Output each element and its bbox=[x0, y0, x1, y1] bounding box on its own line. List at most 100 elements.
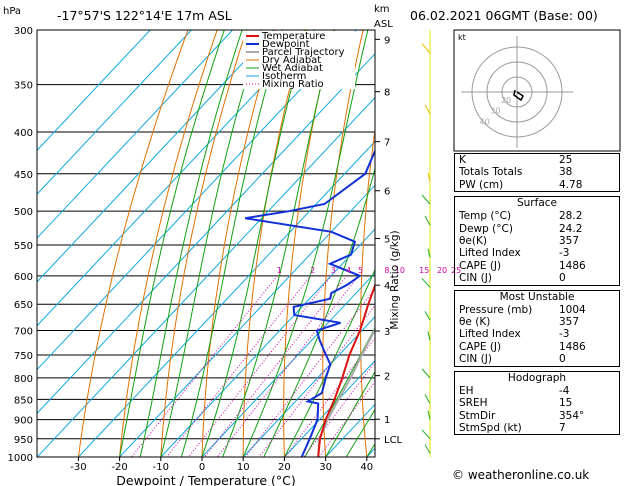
index-label: Totals Totals bbox=[459, 166, 523, 179]
x-tick-label: -10 bbox=[153, 462, 169, 473]
hodograph-indices-section: Hodograph EH -4 SREH 15 StmDir 354° StmSpd (kt… bbox=[454, 370, 621, 436]
index-value: 1486 bbox=[559, 259, 586, 272]
hodograph-indices-table: EH -4 SREH 15 StmDir 354° StmSpd (kt) 7 bbox=[455, 385, 621, 435]
pressure-tick-label: 400 bbox=[14, 128, 33, 139]
index-value: -3 bbox=[559, 247, 570, 260]
index-label: CIN (J) bbox=[459, 353, 492, 366]
mixing-ratio-label: 20 bbox=[437, 266, 447, 275]
wind-barb bbox=[424, 215, 431, 226]
mixing-ratio-label: 1 bbox=[277, 266, 282, 275]
index-label: PW (cm) bbox=[459, 178, 504, 191]
x-tick-label: 10 bbox=[237, 462, 250, 473]
index-label: Pressure (mb) bbox=[459, 303, 533, 316]
x-tick-label: 0 bbox=[199, 462, 205, 473]
isotherm-line bbox=[160, 228, 375, 457]
plot-frame bbox=[36, 29, 376, 458]
mixing-ratio-label: 8 bbox=[384, 266, 389, 275]
mixing-ratio-label: 2 bbox=[310, 266, 315, 275]
index-value: -3 bbox=[559, 328, 570, 341]
height-unit-label: km bbox=[374, 4, 390, 15]
hodograph-frame bbox=[453, 29, 621, 152]
hodograph-ring-label: 40 bbox=[480, 117, 490, 126]
legend-label: Parcel Trajectory bbox=[262, 47, 345, 58]
height-tick-label: 5 bbox=[384, 234, 390, 245]
wet-adiabat-line bbox=[345, 408, 375, 457]
pressure-tick-label: 900 bbox=[14, 416, 33, 427]
credit-text: © weatheronline.co.uk bbox=[452, 468, 590, 482]
isotherm-line bbox=[37, 30, 192, 195]
wind-barb bbox=[427, 172, 431, 182]
index-row: K 25 bbox=[455, 154, 621, 166]
height-tick-label: 9 bbox=[384, 35, 390, 46]
index-label: CAPE (J) bbox=[459, 259, 502, 272]
wet-adiabat-line bbox=[119, 30, 225, 457]
legend-label: Wet Adiabat bbox=[262, 63, 323, 74]
wet-adiabat-line bbox=[283, 268, 375, 457]
height-unit-label-asl: ASL bbox=[374, 19, 393, 30]
pressure-tick-label: 600 bbox=[14, 272, 33, 283]
dry-adiabat-line bbox=[322, 30, 364, 457]
legend-label: Dewpoint bbox=[262, 39, 310, 50]
mixing-ratio-axis-title: Mixing Ratio (g/kg) bbox=[389, 230, 401, 329]
wet-adiabat-line bbox=[263, 166, 375, 457]
pressure-tick-label: 650 bbox=[14, 300, 33, 311]
mixing-ratio-label: 5 bbox=[358, 266, 363, 275]
index-row: PW (cm) 4.78 bbox=[455, 179, 621, 191]
hodograph-indices-title: Hodograph bbox=[507, 371, 567, 384]
wind-barb bbox=[427, 248, 431, 258]
pressure-tick-label: 750 bbox=[14, 351, 33, 362]
index-value: 357 bbox=[559, 316, 580, 329]
isotherm-line bbox=[37, 30, 275, 283]
index-value: 38 bbox=[559, 166, 573, 179]
mixing-ratio-line bbox=[216, 275, 359, 457]
pressure-tick-label: 300 bbox=[14, 26, 33, 37]
location-title: -17°57'S 122°14'E 17m ASL bbox=[57, 8, 232, 23]
index-value: 4.78 bbox=[559, 178, 583, 191]
hodograph-unit-label: kt bbox=[458, 33, 466, 42]
height-tick-label: 8 bbox=[384, 88, 390, 99]
index-value: 28.2 bbox=[559, 210, 583, 223]
index-row: CIN (J) 0 bbox=[455, 272, 621, 284]
legend-label: Isotherm bbox=[262, 71, 306, 82]
wind-barb bbox=[421, 429, 431, 440]
height-tick-label: 6 bbox=[384, 187, 390, 198]
mixing-ratio-label: 3 bbox=[331, 266, 336, 275]
index-label: θe(K) bbox=[459, 235, 487, 248]
index-row: Totals Totals 38 bbox=[455, 166, 621, 178]
index-label: CIN (J) bbox=[459, 272, 492, 285]
height-tick-label: 4 bbox=[384, 281, 390, 292]
dry-adiabat-line bbox=[201, 30, 276, 457]
pressure-tick-label: 550 bbox=[14, 241, 33, 252]
x-tick-label: 40 bbox=[360, 462, 373, 473]
height-tick-label: LCL bbox=[384, 435, 403, 446]
pressure-tick-label: 800 bbox=[14, 374, 33, 385]
height-tick-label: 7 bbox=[384, 138, 390, 149]
height-tick-label: 1 bbox=[384, 415, 390, 426]
index-value: 15 bbox=[559, 397, 573, 410]
dry-adiabat-line bbox=[77, 30, 189, 457]
height-tick-label: 2 bbox=[384, 372, 390, 383]
mixing-ratio-label: 25 bbox=[451, 266, 461, 275]
index-value: 0 bbox=[559, 353, 566, 366]
index-label: K bbox=[459, 154, 466, 166]
index-label: SREH bbox=[459, 397, 488, 410]
index-label: θe (K) bbox=[459, 316, 491, 329]
wind-barb bbox=[421, 43, 431, 54]
isotherm-line bbox=[284, 359, 375, 457]
dry-adiabat-line bbox=[242, 30, 306, 457]
mixing-ratio-line bbox=[244, 287, 375, 457]
dry-adiabat-line bbox=[360, 127, 375, 457]
wet-adiabat-line bbox=[160, 30, 262, 457]
surface-title: Surface bbox=[516, 197, 557, 210]
pressure-tick-label: 950 bbox=[14, 435, 33, 446]
hodograph-trace bbox=[513, 89, 524, 102]
pressure-tick-label: 700 bbox=[14, 327, 33, 338]
index-row: Lifted Index -3 bbox=[455, 247, 621, 259]
index-row: Temp (°C) 28.2 bbox=[455, 210, 621, 222]
profile-lines bbox=[245, 131, 375, 457]
index-value: 1004 bbox=[559, 303, 586, 316]
index-label: Temp (°C) bbox=[459, 210, 512, 223]
isotherm-line bbox=[37, 53, 375, 415]
index-row: StmSpd (kt) 7 bbox=[455, 422, 621, 434]
